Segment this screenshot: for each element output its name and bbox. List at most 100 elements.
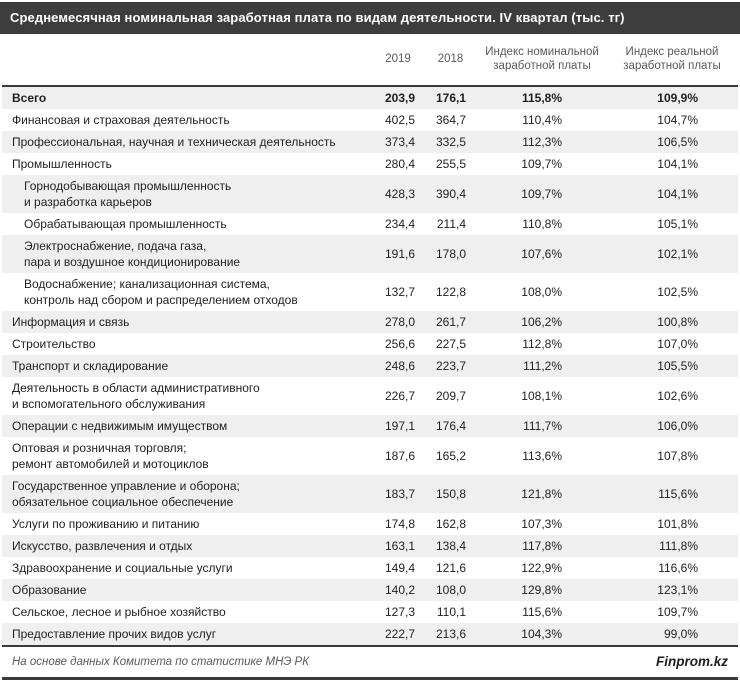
value-nominal-index: 112,8% <box>522 337 562 351</box>
value-2019: 163,1 <box>384 539 415 553</box>
activity-label: Сельское, лесное и рыбное хозяйство <box>12 605 226 619</box>
table-row: Промышленность 280,4 255,5 109,7% 104,1% <box>2 153 738 175</box>
activity-label: Здравоохранение и социальные услуги <box>12 561 233 575</box>
value-nominal-index: 115,8% <box>521 91 562 105</box>
value-nominal-index: 108,0% <box>521 285 562 299</box>
value-real-index: 104,1% <box>657 187 698 201</box>
value-nominal-index: 107,6% <box>521 247 562 261</box>
activity-label: Образование <box>12 583 87 597</box>
activity-label: Транспорт и складирование <box>12 359 169 373</box>
value-real-index: 106,5% <box>657 135 698 149</box>
table-row: Образование 140,2 108,0 129,8% 123,1% <box>2 579 738 601</box>
value-nominal-index: 122,9% <box>521 561 562 575</box>
value-2019: 373,4 <box>384 135 415 149</box>
value-2018: 209,7 <box>435 389 466 403</box>
value-2019: 203,9 <box>384 91 415 105</box>
value-2018: 227,5 <box>435 337 466 351</box>
value-2018: 390,4 <box>435 187 466 201</box>
value-real-index: 100,8% <box>657 315 698 329</box>
value-real-index: 102,6% <box>657 389 698 403</box>
value-2018: 178,0 <box>435 247 466 261</box>
value-2019: 278,0 <box>384 315 415 329</box>
value-real-index: 105,1% <box>657 217 698 231</box>
value-2019: 222,7 <box>384 627 415 641</box>
value-nominal-index: 111,7% <box>523 419 562 433</box>
value-real-index: 99,0% <box>663 627 698 641</box>
activity-label: Информация и связь <box>12 315 130 329</box>
value-2018: 138,4 <box>435 539 466 553</box>
value-nominal-index: 115,6% <box>522 605 562 619</box>
activity-label: Услуги по проживанию и питанию <box>12 517 200 531</box>
value-real-index: 104,7% <box>657 113 698 127</box>
table-row: Профессиональная, научная и техническая … <box>2 131 738 153</box>
value-nominal-index: 117,8% <box>522 539 562 553</box>
table-row: Искусство, развлечения и отдых 163,1 138,4… <box>2 535 738 557</box>
table-header: 2019 2018 Индекс номинальной заработной … <box>2 34 738 86</box>
value-2018: 261,7 <box>435 315 466 329</box>
value-2019: 280,4 <box>384 157 415 171</box>
column-header-activity <box>2 34 373 86</box>
value-nominal-index: 108,1% <box>521 389 562 403</box>
value-2019: 149,4 <box>384 561 415 575</box>
table-row: Обрабатывающая промышленность 234,4 211,4 1… <box>2 213 738 235</box>
activity-label: Горнодобывающая промышленность и разрабо… <box>24 179 232 209</box>
value-2019: 187,6 <box>384 449 415 463</box>
bottom-divider <box>2 677 738 680</box>
activity-label: Профессиональная, научная и техническая … <box>12 135 336 149</box>
activity-label: Всего <box>12 91 47 105</box>
value-nominal-index: 111,2% <box>523 359 562 373</box>
data-source-note: На основе данных Комитета по статистике … <box>12 655 310 668</box>
table-row: Строительство 256,6 227,5 112,8% 107,0% <box>2 333 738 355</box>
value-2018: 110,1 <box>436 605 466 619</box>
value-2018: 223,7 <box>435 359 466 373</box>
value-2019: 428,3 <box>384 187 415 201</box>
table-row: Горнодобывающая промышленность и разрабо… <box>2 175 738 213</box>
value-2018: 255,5 <box>435 157 466 171</box>
value-nominal-index: 110,8% <box>522 217 562 231</box>
activity-label: Электроснабжение, подача газа, пара и во… <box>24 239 241 269</box>
table-row: Сельское, лесное и рыбное хозяйство 127,3… <box>2 601 738 623</box>
value-real-index: 104,1% <box>657 157 698 171</box>
value-2019: 191,6 <box>384 247 415 261</box>
finprom-brand: Finprom.kz <box>655 654 728 669</box>
value-2018: 364,7 <box>435 113 466 127</box>
value-real-index: 102,1% <box>657 247 698 261</box>
value-2019: 197,1 <box>384 419 415 433</box>
value-2018: 176,1 <box>435 91 466 105</box>
value-real-index: 107,8% <box>657 449 698 463</box>
value-2019: 248,6 <box>384 359 415 373</box>
value-2019: 234,4 <box>384 217 415 231</box>
value-2018: 150,8 <box>435 487 466 501</box>
table-row: Предоставление прочих видов услуг 222,7 21… <box>2 623 738 646</box>
value-real-index: 107,0% <box>657 337 698 351</box>
value-2019: 174,8 <box>384 517 415 531</box>
column-header-real-index: Индекс реальной заработной платы <box>623 46 721 72</box>
table-row: Деятельность в области административного… <box>2 377 738 415</box>
value-2018: 332,5 <box>435 135 466 149</box>
table-row: Здравоохранение и социальные услуги 149,4… <box>2 557 738 579</box>
activity-label: Строительство <box>12 337 96 351</box>
footer: На основе данных Комитета по статистике … <box>2 647 738 677</box>
column-header-nominal-index: Индекс номинальной заработной платы <box>485 46 599 72</box>
value-nominal-index: 109,7% <box>521 187 562 201</box>
table-body: Всего 203,9 176,1 115,8% 109,9% Финансовая и … <box>2 86 738 646</box>
table-row: Всего 203,9 176,1 115,8% 109,9% <box>2 86 738 109</box>
value-nominal-index: 106,2% <box>521 315 562 329</box>
activity-label: Промышленность <box>12 157 112 171</box>
activity-label: Водоснабжение; канализационная система, … <box>24 277 298 307</box>
table-row: Государственное управление и оборона; об… <box>2 475 738 513</box>
value-2019: 183,7 <box>384 487 415 501</box>
activity-label: Финансовая и страховая деятельность <box>12 113 230 127</box>
value-2018: 108,0 <box>435 583 466 597</box>
value-2019: 256,6 <box>384 337 415 351</box>
value-nominal-index: 104,3% <box>521 627 562 641</box>
activity-label: Деятельность в области административного… <box>12 381 260 411</box>
value-2018: 211,4 <box>436 217 466 231</box>
table-row: Оптовая и розничная торговля; ремонт авт… <box>2 437 738 475</box>
value-real-index: 105,5% <box>657 359 698 373</box>
table-row: Электроснабжение, подача газа, пара и во… <box>2 235 738 273</box>
value-real-index: 123,1% <box>657 583 698 597</box>
table-row: Услуги по проживанию и питанию 174,8 162,8… <box>2 513 738 535</box>
wage-table: 2019 2018 Индекс номинальной заработной … <box>2 34 738 647</box>
